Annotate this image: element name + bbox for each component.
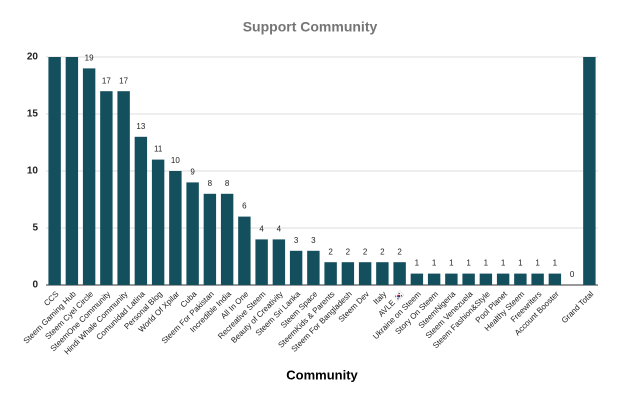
- bar: [238, 216, 251, 285]
- y-tick-label: 0: [32, 280, 38, 291]
- value-label: 19: [85, 54, 94, 63]
- value-label: 8: [208, 179, 213, 188]
- bar: [65, 57, 79, 285]
- bar: [341, 262, 355, 285]
- bar: [169, 171, 182, 285]
- bar: [289, 250, 303, 285]
- bar: [203, 193, 217, 285]
- bar: [358, 262, 372, 285]
- bar: [583, 57, 596, 285]
- chart-title: Support Community: [243, 19, 378, 35]
- value-label: 1: [449, 259, 454, 268]
- value-label: 2: [346, 247, 351, 256]
- bar: [393, 262, 406, 285]
- bar: [376, 262, 389, 285]
- value-label: 11: [154, 145, 163, 154]
- value-label: 2: [397, 247, 402, 256]
- y-tick-label: 15: [27, 109, 39, 120]
- value-label: 3: [294, 236, 299, 245]
- bar: [151, 159, 165, 285]
- value-label: 1: [535, 259, 540, 268]
- value-label: 2: [363, 247, 368, 256]
- bar: [496, 273, 510, 285]
- value-label: 0: [570, 270, 575, 279]
- value-label: 8: [225, 179, 230, 188]
- bar: [220, 193, 234, 285]
- bar: [462, 273, 475, 285]
- bar: [307, 250, 320, 285]
- value-label: 1: [484, 259, 489, 268]
- bar: [186, 182, 199, 285]
- bar: [410, 273, 424, 285]
- bar: [272, 239, 286, 285]
- bar: [445, 273, 458, 285]
- bar: [255, 239, 268, 285]
- bar: [427, 273, 441, 285]
- value-label: 1: [466, 259, 471, 268]
- x-axis-title: Community: [286, 367, 358, 382]
- value-label: 10: [171, 156, 180, 165]
- x-tick-label: Grand Total: [560, 289, 596, 325]
- value-label: 6: [242, 202, 247, 211]
- value-label: 1: [432, 259, 437, 268]
- value-label: 1: [518, 259, 523, 268]
- value-label: 2: [380, 247, 385, 256]
- y-tick-label: 10: [27, 166, 39, 177]
- y-tick-label: 5: [32, 223, 38, 234]
- y-tick-label: 20: [27, 52, 39, 63]
- bar: [324, 262, 337, 285]
- bar: [479, 273, 493, 285]
- bar: [100, 91, 113, 285]
- value-label: 3: [311, 236, 316, 245]
- value-label: 2: [328, 247, 333, 256]
- bar: [117, 91, 130, 285]
- value-label: 1: [501, 259, 506, 268]
- value-label: 1: [553, 259, 558, 268]
- bar: [514, 273, 527, 285]
- value-label: 4: [259, 225, 264, 234]
- value-label: 13: [136, 122, 145, 131]
- bar: [82, 68, 96, 286]
- value-label: 17: [102, 76, 111, 85]
- value-label: 17: [119, 76, 128, 85]
- value-label: 9: [190, 168, 195, 177]
- value-label: 1: [415, 259, 420, 268]
- bar: [48, 57, 61, 285]
- value-label: 4: [277, 225, 282, 234]
- bar: [134, 136, 148, 285]
- bar: [548, 273, 562, 285]
- bar: [531, 273, 544, 285]
